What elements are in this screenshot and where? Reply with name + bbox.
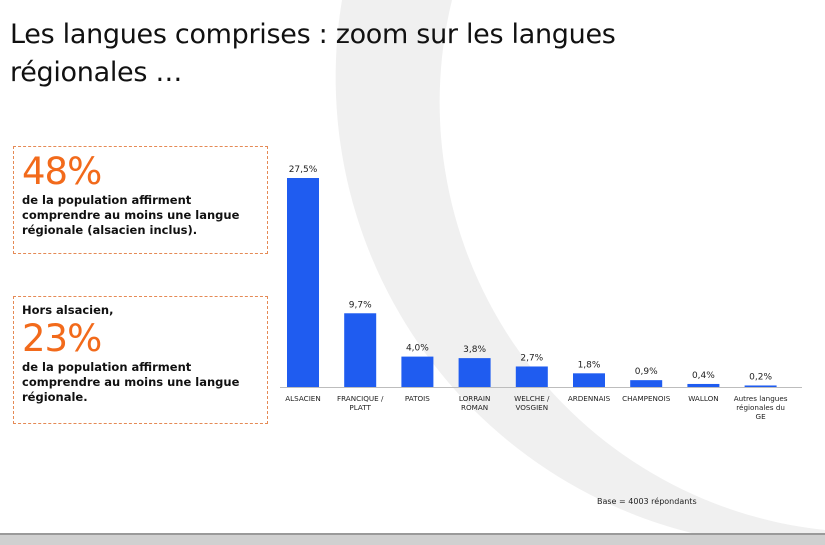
data-label-4: 2,7% [520, 353, 543, 363]
category-label-8: Autres langues régionales du GE [734, 394, 788, 421]
base-note: Base = 4003 répondants [597, 497, 697, 506]
footer-bar [0, 533, 825, 545]
bar-2 [401, 356, 434, 387]
category-label-5: ARDENNAIS [568, 394, 611, 403]
data-label-6: 0,9% [635, 367, 658, 377]
stat-value-excluding-alsacien: 23% [22, 317, 102, 360]
category-label-3: LORRAIN ROMAN [459, 394, 491, 412]
bar-chart: 27,5% ALSACIEN 9,7% FRANCIQUE / PLATT 4,0% PAT… [280, 165, 802, 421]
bar-4 [515, 366, 548, 387]
data-label-0: 27,5% [289, 165, 318, 175]
stat-description-excluding-alsacien: de la population affirment comprendre au… [22, 360, 240, 404]
category-label-6: CHAMPENOIS [622, 394, 671, 403]
stat-value-total: 48% [22, 150, 102, 193]
data-label-2: 4,0% [406, 344, 429, 354]
category-label-4: WELCHE / VOSGIEN [514, 394, 550, 412]
bar-3 [458, 358, 491, 387]
data-label-1: 9,7% [349, 300, 372, 310]
data-label-5: 1,8% [578, 360, 601, 370]
category-label-2: PATOIS [405, 394, 430, 403]
bar-5 [573, 373, 605, 387]
bar-7 [687, 383, 720, 387]
category-label-1: FRANCIQUE / PLATT [337, 394, 384, 412]
category-label-0: ALSACIEN [285, 394, 320, 403]
stat-card-total: 48% de la population affirment comprendr… [13, 146, 268, 254]
data-label-8: 0,2% [749, 372, 772, 382]
bar-1 [344, 313, 377, 387]
page-title: Les langues comprises : zoom sur les lan… [10, 19, 616, 88]
stat-description-total: de la population affirment comprendre au… [22, 193, 240, 237]
category-label-7: WALLON [688, 394, 718, 403]
data-label-3: 3,8% [463, 345, 486, 355]
data-label-7: 0,4% [692, 371, 715, 381]
stat-card-excluding-alsacien: Hors alsacien, 23% de la population affi… [13, 296, 268, 424]
bar-6 [630, 380, 663, 387]
bar-8 [744, 385, 777, 387]
stat-lead-excluding-alsacien: Hors alsacien, [22, 303, 114, 317]
bar-0 [287, 178, 319, 387]
